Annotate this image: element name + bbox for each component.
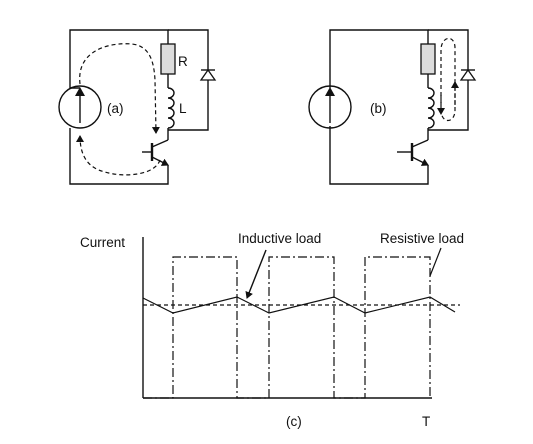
inductive-load-label: Inductive load (238, 231, 321, 246)
resistor-a (160, 43, 176, 75)
period-label-t: T (422, 414, 430, 429)
resistive-pointer-line (429, 247, 442, 277)
diode-a (199, 68, 217, 81)
resistive-load-waveform (143, 256, 431, 399)
resistor-b (420, 43, 436, 75)
freewheel-current-path-b (437, 37, 459, 122)
graph-c-caption: (c) (286, 414, 302, 429)
resistive-load-label: Resistive load (380, 231, 464, 246)
y-axis-label: Current (80, 235, 125, 250)
transistor-a (142, 139, 169, 166)
diode-b (459, 68, 477, 81)
circuit-b-caption: (b) (370, 101, 387, 116)
inductor-a (167, 87, 175, 129)
circuit-b: (b) (308, 29, 477, 185)
current-source-b (308, 85, 352, 129)
transistor-b (397, 139, 429, 166)
resistor-a-label: R (178, 54, 188, 69)
current-graph-c: Current Inductive load Resistive load (c… (80, 231, 464, 429)
circuit-a: (a) R L (58, 29, 217, 185)
inductor-a-label: L (179, 101, 187, 116)
inductor-b (427, 87, 435, 129)
inductive-pointer-arrow (245, 249, 267, 299)
inductive-load-waveform (142, 296, 456, 314)
circuit-a-caption: (a) (107, 101, 124, 116)
current-source-a (58, 85, 102, 129)
current-path-a (76, 43, 161, 176)
